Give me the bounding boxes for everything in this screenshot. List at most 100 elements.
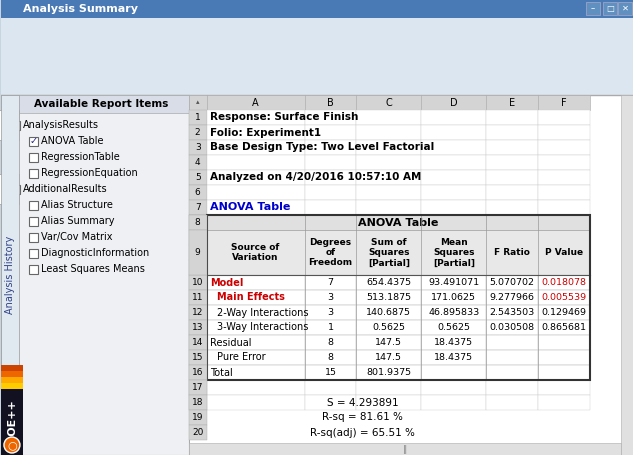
- Bar: [422, 200, 486, 215]
- Text: 20: 20: [192, 428, 203, 437]
- Text: RegressionEquation: RegressionEquation: [41, 168, 137, 178]
- Bar: [356, 350, 422, 365]
- Text: 14: 14: [192, 308, 203, 317]
- Bar: [486, 125, 538, 140]
- Bar: [486, 275, 538, 290]
- Text: 513.1875: 513.1875: [367, 293, 411, 302]
- Text: 3: 3: [327, 293, 334, 302]
- Bar: [1, 389, 23, 455]
- Bar: [189, 443, 621, 455]
- Text: 654.4375: 654.4375: [367, 278, 411, 287]
- Text: Sum of
Squares
[Partial]: Sum of Squares [Partial]: [368, 238, 410, 268]
- Text: 5: 5: [195, 173, 201, 182]
- Circle shape: [4, 437, 20, 453]
- Bar: [422, 140, 486, 155]
- Text: 18: 18: [192, 368, 203, 377]
- Text: ▴: ▴: [196, 100, 199, 106]
- Bar: [422, 245, 486, 260]
- Text: 12: 12: [192, 308, 203, 317]
- Bar: [189, 275, 206, 290]
- Text: 1: 1: [327, 323, 334, 332]
- Text: −: −: [1, 120, 9, 130]
- Text: Model: Model: [210, 278, 243, 288]
- Bar: [422, 95, 486, 110]
- Bar: [29, 217, 38, 226]
- Bar: [538, 170, 590, 185]
- Bar: [206, 365, 304, 380]
- Text: ✓: ✓: [4, 98, 11, 107]
- Bar: [1, 383, 23, 389]
- Text: Degrees
of
Freedom: Degrees of Freedom: [308, 238, 353, 268]
- Bar: [189, 335, 206, 350]
- Bar: [189, 305, 206, 320]
- Bar: [206, 290, 304, 305]
- Bar: [1, 95, 19, 455]
- Text: 16: 16: [192, 368, 203, 377]
- Bar: [356, 275, 422, 290]
- Bar: [538, 260, 590, 275]
- Text: AdditionalResults: AdditionalResults: [23, 184, 108, 194]
- Text: Source of
Variation: Source of Variation: [232, 243, 280, 262]
- Text: 3: 3: [195, 143, 201, 152]
- Text: 19: 19: [192, 383, 203, 392]
- Bar: [304, 395, 356, 410]
- Bar: [206, 95, 304, 110]
- Bar: [1, 95, 189, 113]
- Bar: [206, 320, 304, 335]
- Bar: [422, 110, 486, 125]
- Text: DOE++: DOE++: [7, 399, 17, 445]
- Text: R-sq(adj) = 65.51 %: R-sq(adj) = 65.51 %: [310, 428, 415, 438]
- Bar: [189, 185, 206, 200]
- Bar: [356, 305, 422, 320]
- Text: 8: 8: [195, 218, 201, 227]
- Bar: [29, 168, 38, 177]
- Text: Available Report Items: Available Report Items: [34, 99, 168, 109]
- Text: Least Squares Means: Least Squares Means: [41, 264, 145, 274]
- Bar: [422, 230, 486, 245]
- Bar: [486, 290, 538, 305]
- Bar: [486, 95, 538, 110]
- Text: –: –: [591, 4, 595, 13]
- Bar: [538, 365, 590, 380]
- Text: 13: 13: [192, 293, 203, 302]
- Bar: [538, 140, 590, 155]
- Bar: [422, 365, 486, 380]
- Text: Analysis Summary: Analysis Summary: [23, 4, 138, 14]
- Text: R-sq = 81.61 %: R-sq = 81.61 %: [322, 413, 403, 423]
- Bar: [356, 290, 422, 305]
- Text: 171.0625: 171.0625: [431, 293, 476, 302]
- Bar: [206, 215, 590, 230]
- Text: Analyzed on 4/20/2016 10:57:10 AM: Analyzed on 4/20/2016 10:57:10 AM: [210, 172, 421, 182]
- Bar: [189, 365, 206, 380]
- Bar: [304, 140, 356, 155]
- Bar: [422, 395, 486, 410]
- Bar: [29, 136, 38, 146]
- Bar: [304, 245, 356, 260]
- Bar: [356, 125, 422, 140]
- Text: 147.5: 147.5: [375, 353, 403, 362]
- Bar: [356, 110, 422, 125]
- Bar: [304, 260, 356, 275]
- Bar: [356, 260, 422, 275]
- Text: Mean
Squares
[Partial]: Mean Squares [Partial]: [433, 238, 475, 268]
- Bar: [538, 215, 590, 230]
- Text: 5.070702: 5.070702: [490, 278, 535, 287]
- Bar: [189, 170, 206, 185]
- Bar: [189, 155, 206, 170]
- Bar: [29, 201, 38, 209]
- Bar: [189, 350, 206, 365]
- Text: 18.4375: 18.4375: [434, 338, 473, 347]
- Text: 8: 8: [327, 338, 334, 347]
- Text: 13: 13: [192, 323, 203, 332]
- Bar: [486, 215, 538, 230]
- Text: 147.5: 147.5: [375, 338, 403, 347]
- Text: Folio: Experiment1: Folio: Experiment1: [210, 127, 321, 137]
- Bar: [304, 155, 356, 170]
- Bar: [206, 185, 304, 200]
- Bar: [304, 185, 356, 200]
- Text: Total: Total: [210, 368, 232, 378]
- Text: ANOVA Table: ANOVA Table: [210, 202, 290, 212]
- Bar: [538, 335, 590, 350]
- Bar: [538, 245, 590, 260]
- Text: 2: 2: [195, 128, 201, 137]
